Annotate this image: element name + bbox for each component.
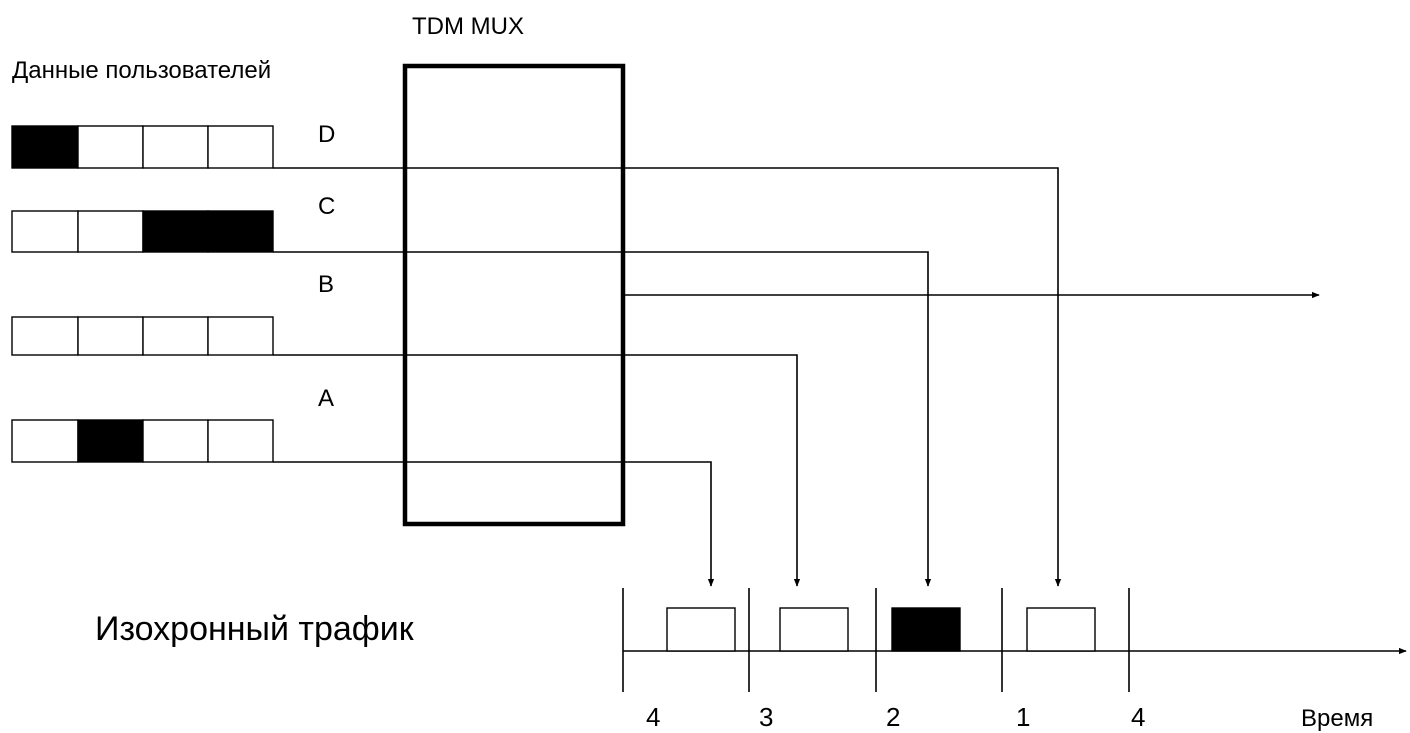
buffer-cell [207,419,274,463]
mux-title: TDM MUX [412,13,524,40]
users-data-label: Данные пользователей [12,57,271,84]
frame-numbers: 4 3 2 1 4 [646,702,1145,732]
frame-number: 1 [1016,702,1030,732]
connector-c [273,251,932,587]
channel-label-d: D [318,121,335,148]
channel-label-a: A [318,385,334,412]
buffer-cell [207,316,274,356]
frame-number: 2 [886,702,900,732]
buffer-cell [142,210,209,253]
time-slot-d [1026,607,1096,652]
frame-number: 4 [646,702,660,732]
time-slot-c [891,607,961,652]
time-slot-b [779,607,849,652]
buffer-a [11,419,274,463]
buffer-cell [207,210,274,253]
connector-d [273,167,1062,587]
buffer-cell [207,125,274,169]
buffer-cell [142,125,209,169]
connector-a [273,461,715,587]
buffer-cell [11,419,79,463]
buffer-cell [11,125,79,169]
buffer-cell [77,419,144,463]
channel-a: A [11,385,715,587]
channel-b: B [11,271,801,587]
mux-box [402,63,626,527]
connector-b [273,354,801,587]
buffer-b [11,316,274,356]
channel-label-b: B [318,271,334,298]
traffic-label: Изохронный трафик [95,610,415,648]
time-slots [666,607,1096,652]
buffer-cell [77,125,144,169]
frame-dividers [622,588,1130,692]
buffer-cell [142,316,209,356]
buffer-cell [11,210,79,253]
buffer-d [11,125,274,169]
buffer-c [11,210,274,253]
buffer-cell [11,316,79,356]
frame-number: 3 [759,702,773,732]
buffer-cell [142,419,209,463]
buffer-cell [77,210,144,253]
time-slot-a [666,607,736,652]
channel-d: D [11,121,1062,587]
channel-label-c: C [318,193,335,220]
frame-number: 4 [1131,702,1145,732]
time-axis-label: Время [1301,705,1373,732]
channel-c: C [11,193,932,587]
buffer-cell [77,316,144,356]
